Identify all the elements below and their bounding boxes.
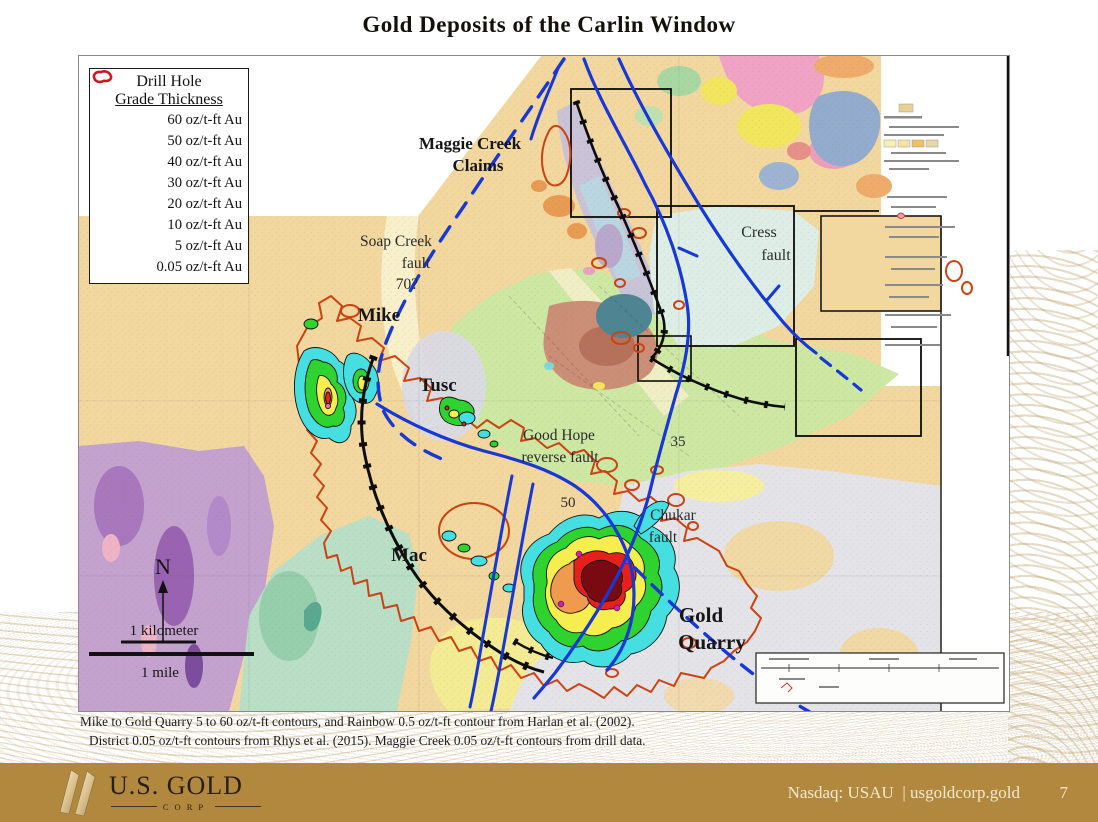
label-soap-creek-fault: fault	[402, 255, 431, 272]
label-chukar: Chukar	[650, 507, 696, 524]
drill-hole-legend: Drill Hole Grade Thickness 60 oz/t-ft Au…	[89, 68, 249, 284]
legend-item-40: 40 oz/t-ft Au	[93, 70, 242, 173]
caption-line-1: Mike to Gold Quarry 5 to 60 oz/t-ft cont…	[80, 714, 635, 729]
map-labels: Maggie Creek Claims Soap Creek fault 70?…	[130, 134, 792, 681]
label-claims: Claims	[453, 156, 504, 175]
slide-title: Gold Deposits of the Carlin Window	[362, 12, 736, 37]
legend-item-10: 10 oz/t-ft Au	[93, 70, 242, 236]
label-good-hope: Good Hope	[523, 427, 595, 444]
label-gold: Gold	[679, 603, 724, 627]
thrust-fault-lines	[357, 99, 786, 676]
label-good-hope-2: reverse fault	[521, 449, 599, 466]
us-gold-logo: U.S. GOLD CORP	[56, 768, 261, 816]
legend-item-50: 50 oz/t-ft Au	[93, 70, 242, 152]
geologic-map-panel: Maggie Creek Claims Soap Creek fault 70?…	[78, 55, 1010, 712]
legend-title: Drill Hole Grade Thickness	[115, 73, 223, 109]
map-margin-notes	[755, 56, 1009, 711]
label-cress-fault: fault	[761, 247, 791, 264]
geologic-map-art: Maggie Creek Claims Soap Creek fault 70?…	[79, 56, 1009, 711]
blue-fault-lines	[375, 57, 863, 711]
legend-item-60: 60 oz/t-ft Au	[93, 70, 242, 131]
logo-text-block: U.S. GOLD CORP	[109, 770, 261, 812]
label-soap-creek: Soap Creek	[360, 233, 432, 250]
label-north: N	[155, 554, 171, 579]
legend-item-005: 0.05 oz/t-ft Au	[92, 70, 242, 278]
logo-corp: CORP	[109, 802, 261, 812]
guilloche-pattern-right	[1008, 250, 1098, 763]
label-cress: Cress	[741, 224, 777, 241]
logo-name: U.S. GOLD	[109, 770, 243, 800]
footer-bar: U.S. GOLD CORP Nasdaq: USAU | usgoldcorp…	[0, 763, 1098, 822]
ticker-text: Nasdaq: USAU | usgoldcorp.gold	[787, 782, 1020, 802]
us-gold-logo-icon	[59, 769, 96, 816]
legend-item-30: 30 oz/t-ft Au	[93, 70, 242, 194]
label-mike: Mike	[358, 305, 400, 326]
caption-line-2: District 0.05 oz/t-ft contours from Rhys…	[89, 733, 646, 749]
legend-item-20: 20 oz/t-ft Au	[93, 70, 242, 215]
label-chukar-fault: fault	[649, 529, 678, 546]
scale-bars	[89, 640, 254, 656]
label-dip-50: 50	[561, 495, 576, 511]
map-caption: Mike to Gold Quarry 5 to 60 oz/t-ft cont…	[80, 712, 700, 751]
label-scale-km: 1 kilometer	[130, 623, 199, 639]
label-dip-35: 35	[671, 434, 686, 450]
label-maggie-creek: Maggie Creek	[419, 134, 522, 153]
grade-blob-icon	[92, 70, 113, 84]
north-arrow	[158, 580, 168, 641]
page-number: 7	[1059, 782, 1069, 802]
label-soap-creek-dip: 70?	[396, 276, 419, 293]
label-tusc: Tusc	[419, 375, 456, 396]
label-scale-mile: 1 mile	[141, 665, 179, 681]
legend-item-5: 5 oz/t-ft Au	[93, 70, 242, 257]
label-mac: Mac	[391, 545, 427, 566]
label-quarry: Quarry	[678, 630, 746, 654]
